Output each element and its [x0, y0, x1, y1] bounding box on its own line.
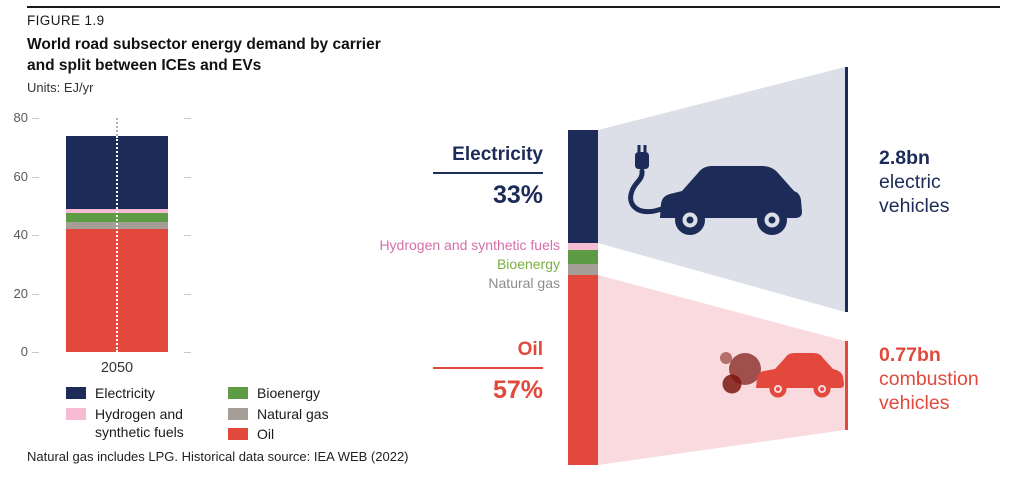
electricity-share-block: Electricity 33% [433, 144, 543, 210]
y-tick-label: 20 [13, 285, 28, 301]
split-segment-bioenergy [568, 249, 598, 264]
split-segment-oil [568, 274, 598, 465]
legend-column-2: Bioenergy Natural gas Oil [228, 384, 329, 446]
ice-count-line1: combustion [879, 368, 979, 390]
oil-label: Oil [433, 339, 543, 369]
ice-wheel-hub [776, 387, 780, 391]
exhaust-smoke-icon [720, 352, 761, 394]
ev-wheel-hub [768, 216, 776, 224]
y-tick-label: 0 [20, 344, 28, 359]
y-tick-mark [32, 176, 39, 178]
plug-body [635, 152, 649, 169]
legend-swatch [66, 407, 86, 420]
y-tick-label: 40 [13, 227, 28, 242]
split-segment-natural-gas [568, 263, 598, 275]
bioenergy-label: Bioenergy [496, 256, 560, 272]
legend-swatch [228, 387, 248, 399]
legend-label: Electricity [95, 385, 155, 401]
top-rule [27, 6, 1000, 8]
footnote: Natural gas includes LPG. Historical dat… [27, 449, 409, 464]
legend-item-natural-gas: Natural gas [228, 405, 329, 425]
hydrogen-label: Hydrogen and synthetic fuels [379, 237, 560, 253]
y-tick-mark [184, 118, 191, 119]
smoke-puff [722, 374, 742, 394]
y-tick-mark [32, 235, 39, 236]
ice-wheel-hub [820, 387, 824, 391]
split-segment-electricity [568, 130, 598, 244]
split-stacked-bar [568, 130, 598, 465]
plot-area [38, 118, 190, 352]
ev-count-block: 2.8bn electric vehicles [879, 146, 949, 218]
x-axis-label: 2050 [100, 360, 134, 376]
dotted-guide-top [116, 118, 118, 136]
legend-label: Bioenergy [257, 385, 321, 401]
y-tick-mark [184, 293, 191, 295]
ice-count-block: 0.77bn combustion vehicles [879, 343, 979, 415]
charging-cable [628, 168, 667, 215]
legend-label: Natural gas [257, 405, 329, 422]
y-tick-mark [184, 352, 191, 353]
combustion-car-icon [756, 353, 844, 398]
ev-wheel-hub [686, 216, 694, 224]
energy-demand-bar-chart: 0 20 40 60 80 2050 [2, 110, 216, 386]
legend: Electricity Hydrogen and synthetic fuels … [66, 384, 329, 446]
ev-count-line2: vehicles [879, 195, 950, 217]
ice-fan-shape [598, 275, 845, 465]
legend-swatch [228, 428, 248, 440]
oil-share-block: Oil 57% [433, 339, 543, 405]
legend-column-1: Electricity Hydrogen and synthetic fuels [66, 384, 228, 446]
legend-item-oil: Oil [228, 425, 329, 445]
electric-car-body [660, 166, 802, 218]
natural-gas-label: Natural gas [488, 275, 560, 291]
oil-percentage: 57% [492, 376, 543, 404]
legend-swatch [228, 407, 248, 420]
legend-item-hydrogen-and-synthetic-fuels: Hydrogen and synthetic fuels [66, 405, 228, 441]
y-tick-label: 60 [13, 168, 28, 184]
legend-item-bioenergy: Bioenergy [228, 384, 329, 404]
dotted-guide-line [116, 136, 118, 352]
split-graphic [598, 67, 848, 465]
figure-title-line2: and split between ICEs and EVs [27, 57, 262, 74]
ev-count-value: 2.8bn [879, 147, 930, 169]
y-tick-mark [32, 352, 39, 353]
y-tick-mark [184, 176, 191, 178]
legend-label: Hydrogen and synthetic fuels [95, 405, 184, 440]
y-tick-label: 80 [13, 110, 28, 125]
smoke-puff [720, 352, 732, 364]
y-tick-mark [32, 118, 39, 119]
electric-car-icon [628, 145, 802, 235]
ice-count-value: 0.77bn [879, 344, 941, 366]
figure-label: FIGURE 1.9 [27, 13, 105, 28]
ice-count-line2: vehicles [879, 392, 950, 414]
units-label: Units: EJ/yr [27, 80, 94, 95]
y-tick-mark [184, 235, 191, 236]
charging-plug-icon [635, 145, 649, 169]
legend-swatch [66, 387, 86, 399]
figure-title-line1: World road subsector energy demand by ca… [27, 36, 381, 53]
figure-title: World road subsector energy demand by ca… [27, 34, 381, 76]
electricity-label: Electricity [433, 144, 543, 174]
ev-count-line1: electric [879, 171, 941, 193]
y-tick-mark [32, 293, 39, 295]
legend-item-electricity: Electricity [66, 384, 228, 404]
legend-label: Oil [257, 426, 275, 442]
combustion-car-body [756, 353, 844, 388]
electricity-percentage: 33% [492, 181, 543, 209]
split-segment-hydrogen-and-synthetic-fuels [568, 243, 598, 250]
